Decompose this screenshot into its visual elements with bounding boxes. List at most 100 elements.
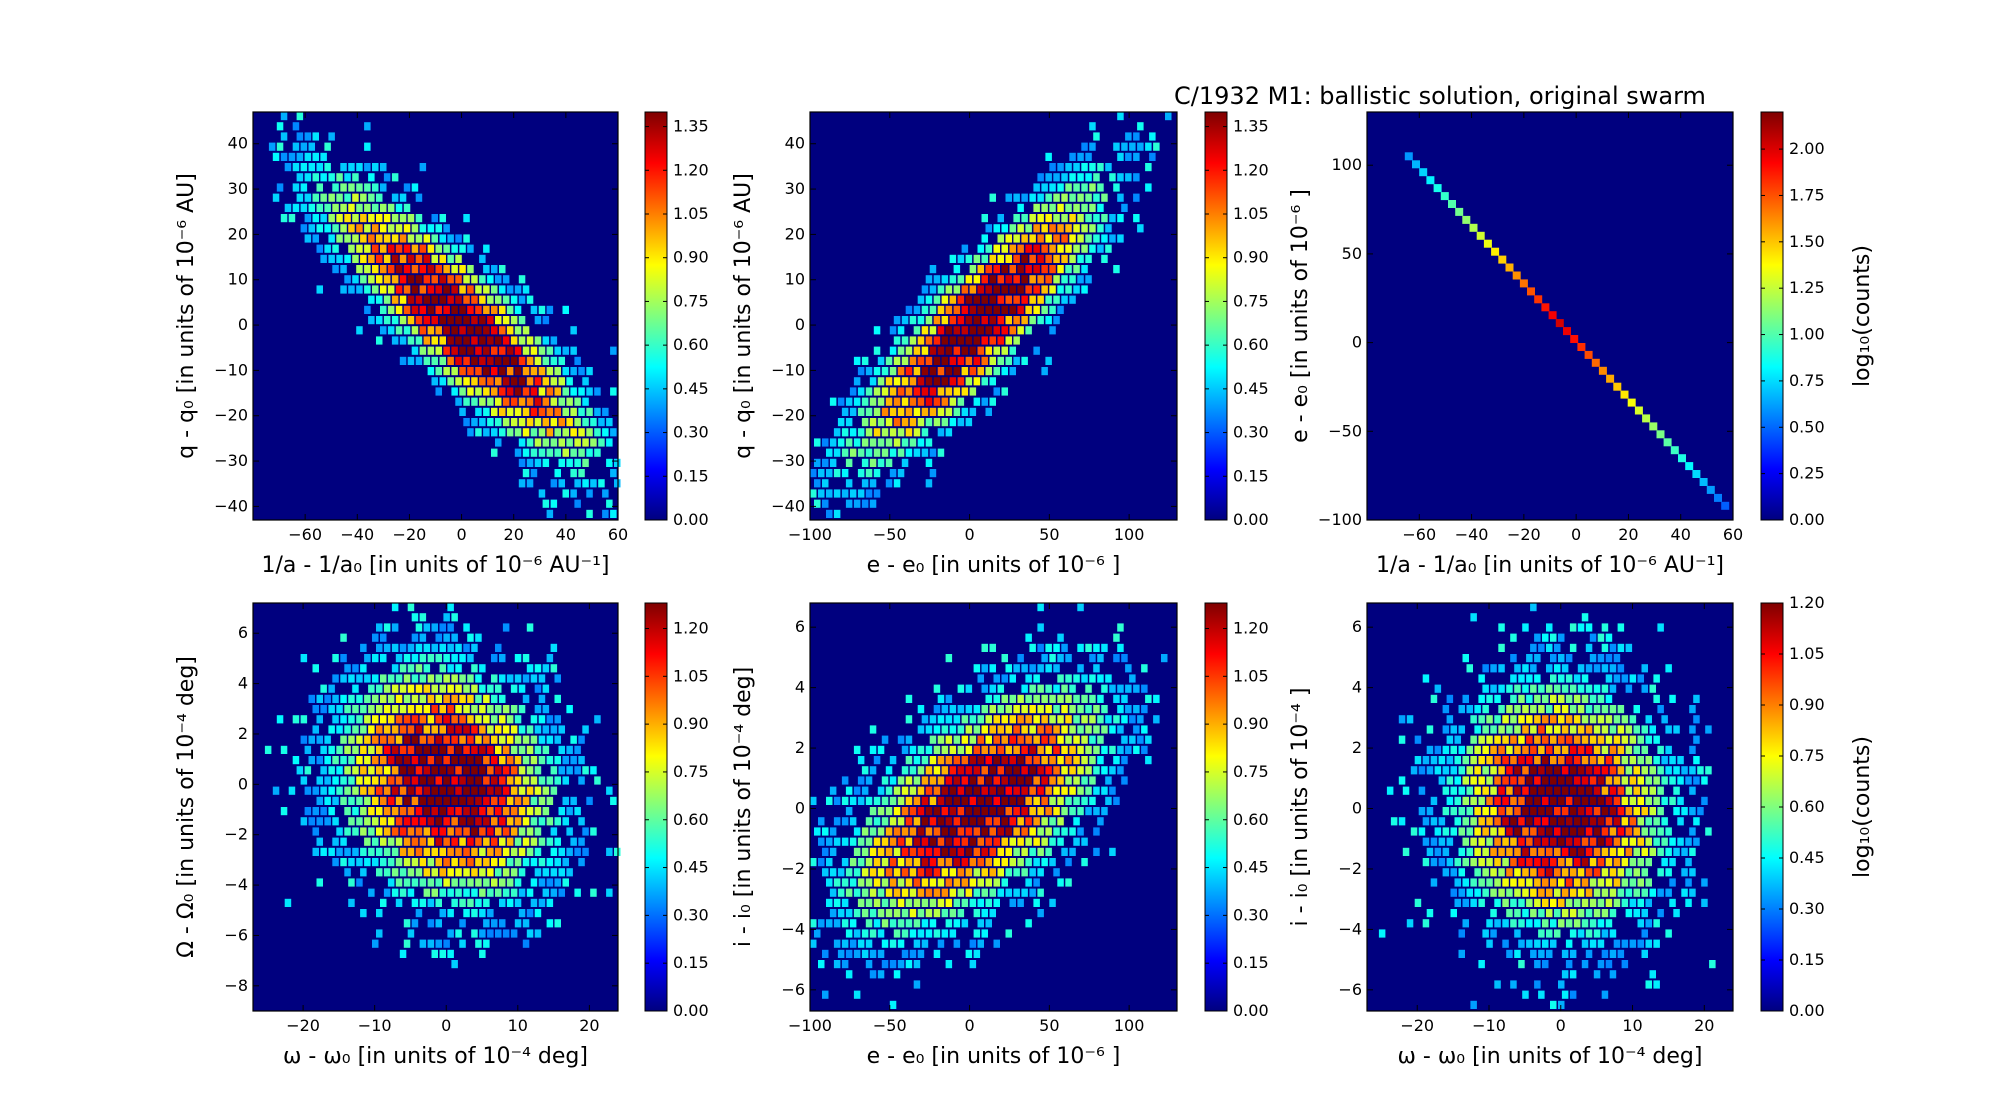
density-cell <box>1081 796 1088 805</box>
density-cell <box>1450 868 1457 877</box>
density-cell <box>845 949 853 958</box>
density-cell <box>407 295 415 304</box>
density-cell <box>558 479 565 488</box>
density-cell <box>491 817 498 826</box>
density-cell <box>961 346 969 355</box>
density-cell <box>897 346 905 355</box>
density-cell <box>1510 715 1517 724</box>
density-cell <box>953 817 961 826</box>
density-cell <box>495 807 502 816</box>
density-cell <box>853 847 861 856</box>
density-cell <box>1033 898 1040 907</box>
density-cell <box>981 254 988 263</box>
density-cell <box>917 356 925 365</box>
density-cell <box>467 244 474 253</box>
density-cell <box>1089 674 1096 683</box>
density-cell <box>885 356 893 365</box>
density-cell <box>431 275 438 284</box>
density-cell <box>1565 776 1573 785</box>
density-cell <box>1033 878 1040 887</box>
density-cell <box>328 847 335 856</box>
density-cell <box>1053 664 1060 673</box>
density-cell <box>1085 807 1092 816</box>
density-cell <box>407 705 415 714</box>
density-cell <box>873 469 881 478</box>
density-cell <box>435 878 442 887</box>
density-cell <box>391 868 399 877</box>
density-cell <box>340 715 347 724</box>
density-cell <box>300 163 308 172</box>
colorbar-tick-label: 0.75 <box>1233 762 1269 781</box>
density-cell <box>491 387 498 396</box>
density-cell <box>495 725 502 734</box>
density-cell <box>1137 735 1144 744</box>
density-cell <box>849 837 857 846</box>
density-cell <box>554 448 561 457</box>
density-cell <box>336 173 343 182</box>
density-cell <box>376 827 383 836</box>
density-cell <box>1085 786 1092 795</box>
density-cell <box>1029 214 1036 223</box>
density-cell <box>853 745 861 754</box>
density-cell <box>989 705 996 714</box>
density-cell <box>423 643 431 652</box>
density-cell <box>885 888 893 897</box>
density-cell <box>893 970 901 979</box>
density-cell <box>1149 152 1156 161</box>
colorbar-tick-label: 1.20 <box>1789 593 1825 612</box>
density-cell <box>937 756 945 765</box>
density-cell <box>1013 725 1020 734</box>
density-cell <box>518 705 526 714</box>
density-cell <box>1498 623 1505 632</box>
density-cell <box>324 224 331 233</box>
density-cell <box>380 898 387 907</box>
density-cell <box>435 919 442 928</box>
density-cell <box>1617 786 1625 795</box>
density-cell <box>1426 909 1434 918</box>
density-cell <box>502 807 510 816</box>
colorbar-tick-label: 1.35 <box>1233 117 1269 136</box>
density-cell <box>510 356 518 365</box>
density-cell <box>1565 939 1573 948</box>
density-cell <box>1077 786 1084 795</box>
density-cell <box>1633 827 1640 836</box>
density-cell <box>372 939 379 948</box>
density-cell <box>877 827 885 836</box>
density-cell <box>368 254 375 263</box>
density-cell <box>909 397 917 406</box>
density-cell <box>391 684 399 693</box>
density-cell <box>1426 807 1434 816</box>
density-cell <box>387 878 395 887</box>
density-cell <box>1089 244 1096 253</box>
density-cell <box>352 786 359 795</box>
density-cell <box>526 356 534 365</box>
density-cell <box>1625 725 1633 734</box>
density-cell <box>937 817 945 826</box>
density-cell <box>574 479 581 488</box>
density-cell <box>897 939 905 948</box>
density-cell <box>993 224 1000 233</box>
density-cell <box>590 888 597 897</box>
density-cell <box>356 203 363 212</box>
density-cell <box>1629 837 1637 846</box>
density-cell <box>1069 684 1076 693</box>
density-cell <box>1542 633 1549 642</box>
density-cell <box>1025 674 1032 683</box>
density-cell <box>1510 878 1517 887</box>
density-cell <box>1530 766 1537 775</box>
density-cell <box>1430 837 1438 846</box>
density-cell <box>1141 684 1148 693</box>
density-cell <box>320 152 327 161</box>
density-cell <box>427 858 435 867</box>
density-cell <box>1653 837 1660 846</box>
density-cell <box>403 837 411 846</box>
density-cell <box>550 479 558 488</box>
density-cell <box>510 807 518 816</box>
density-cell <box>869 929 877 938</box>
density-cell <box>873 919 881 928</box>
density-cell <box>853 397 861 406</box>
density-cell <box>312 173 319 182</box>
density-cell <box>1017 837 1024 846</box>
plot-frame <box>809 111 1178 521</box>
density-cell <box>479 336 486 345</box>
